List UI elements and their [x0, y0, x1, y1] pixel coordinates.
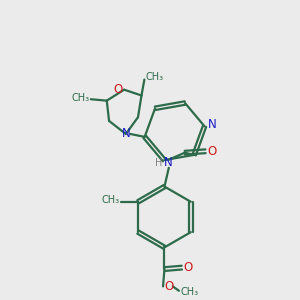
Text: H: H: [155, 158, 162, 168]
Text: O: O: [184, 261, 193, 274]
Text: CH₃: CH₃: [72, 93, 90, 103]
Text: CH₃: CH₃: [146, 72, 164, 82]
Text: N: N: [207, 118, 216, 131]
Text: O: O: [165, 280, 174, 293]
Text: N: N: [164, 156, 172, 169]
Text: CH₃: CH₃: [102, 195, 120, 205]
Text: O: O: [113, 82, 122, 96]
Text: CH₃: CH₃: [181, 287, 199, 297]
Text: N: N: [122, 128, 130, 140]
Text: O: O: [207, 145, 217, 158]
